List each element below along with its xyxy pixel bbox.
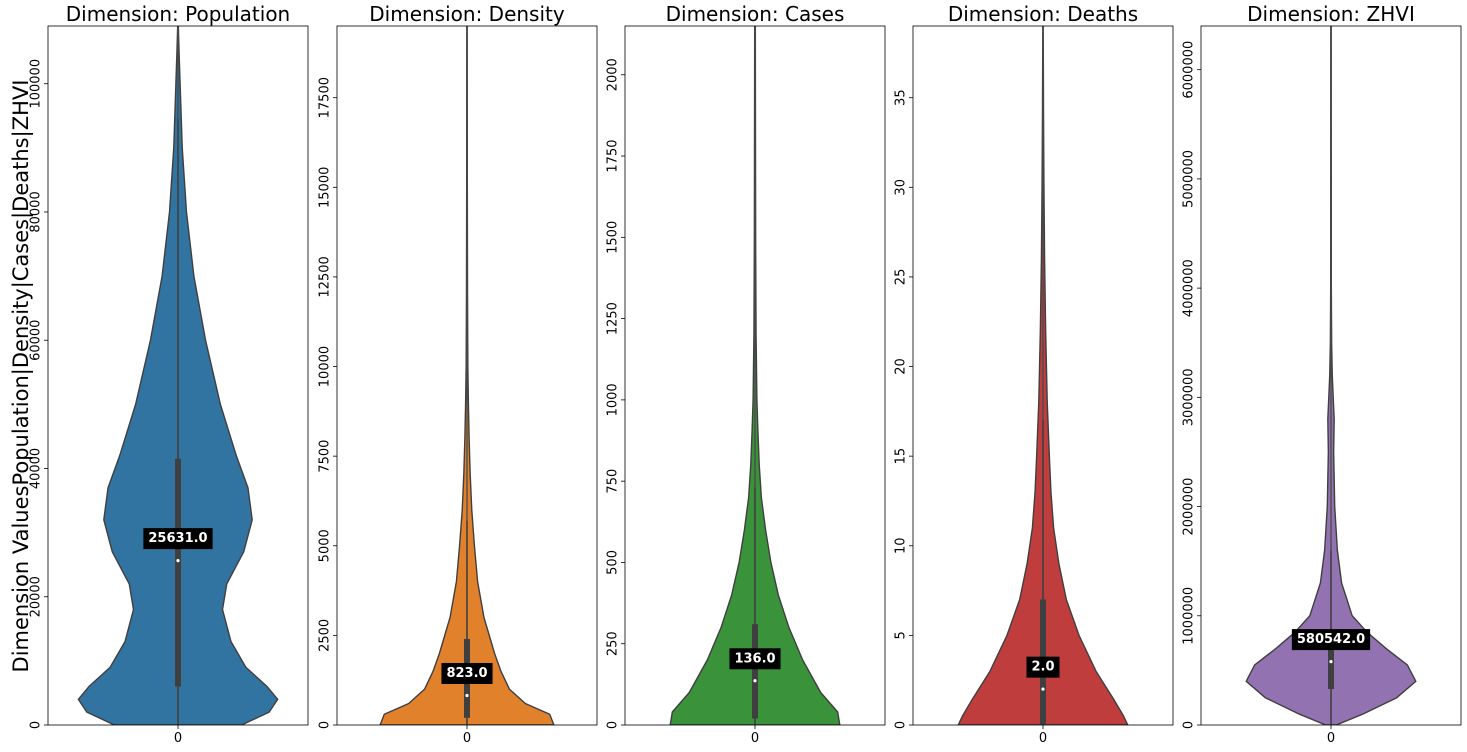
panel-5: 580542.0 0 1000000 2000000 3000000 4000000 500… <box>1182 2 1462 746</box>
x-tick-label: 0 <box>1039 731 1047 746</box>
panel-3: 136.0 0 250 500 750 1000 1250 1500 1750 2000 0 Dime… <box>606 2 886 746</box>
median-label-box <box>143 528 213 550</box>
median-value-label: 136.0 <box>734 651 775 666</box>
panel-title: Dimension: Cases <box>666 2 845 26</box>
y-axis-label: Dimension ValuesPopulation|Density|Cases… <box>9 80 34 673</box>
y-tick-label: 20 <box>894 358 909 375</box>
median-value-label: 580542.0 <box>1297 632 1365 647</box>
y-tick-label: 5000 <box>318 529 333 562</box>
median-value-label: 2.0 <box>1031 660 1054 675</box>
x-tick-label: 0 <box>463 731 471 746</box>
y-tick-label: 3000000 <box>1182 368 1197 426</box>
y-tick-label: 2000 <box>606 58 621 91</box>
panel-title: Dimension: ZHVI <box>1247 2 1415 26</box>
chart-panels: 25631.00200004000060000800001000000Dimen… <box>29 2 1462 746</box>
y-tick-label: 500 <box>606 550 621 575</box>
y-tick-label: 100000 <box>29 59 44 109</box>
median-dot <box>176 559 180 563</box>
median-label-box <box>729 648 781 670</box>
panel-2: 823.0 0 2500 5000 7500 10000 12500 15000 17500 0 D… <box>318 2 598 746</box>
y-tick-label: 30 <box>894 179 909 196</box>
x-tick-label: 0 <box>174 731 182 746</box>
median-value-label: 823.0 <box>446 666 487 681</box>
plot-area <box>1245 26 1417 725</box>
median-label-box <box>1026 656 1060 678</box>
plot-area <box>957 26 1129 725</box>
y-tick-label: 60000 <box>29 320 44 361</box>
plot-area <box>379 26 555 725</box>
panel-title: Dimension: Deaths <box>948 2 1138 26</box>
y-tick-label: 1000 <box>606 383 621 416</box>
plot-area <box>77 26 279 725</box>
iqr-box <box>175 458 181 687</box>
y-tick-label: 1250 <box>606 302 621 335</box>
y-tick-label: 12500 <box>318 256 333 297</box>
y-tick-label: 35 <box>894 89 909 106</box>
y-tick-label: 5000000 <box>1182 150 1197 208</box>
y-tick-label: 10000 <box>318 346 333 387</box>
y-tick-label: 250 <box>606 631 621 656</box>
y-tick-label: 1750 <box>606 139 621 172</box>
y-tick-label: 5 <box>894 631 909 639</box>
median-dot <box>1329 659 1333 664</box>
y-tick-label: 2000000 <box>1182 478 1197 536</box>
y-tick-label: 17500 <box>318 77 333 118</box>
y-tick-label: 10 <box>894 537 909 554</box>
y-tick-label: 25 <box>894 269 909 286</box>
panel-title: Dimension: Population <box>66 2 290 26</box>
y-tick-label: 750 <box>606 469 621 494</box>
y-tick-label: 1500 <box>606 221 621 254</box>
y-tick-label: 0 <box>606 721 621 729</box>
x-tick-label: 0 <box>751 731 759 746</box>
y-tick-label: 4000000 <box>1182 259 1197 317</box>
y-tick-label: 80000 <box>29 191 44 232</box>
y-tick-label: 0 <box>894 721 909 729</box>
x-tick-label: 0 <box>1327 731 1335 746</box>
y-tick-label: 6000000 <box>1182 41 1197 99</box>
plot-area <box>669 26 841 725</box>
median-dot <box>465 693 469 698</box>
y-tick-label: 40000 <box>29 448 44 489</box>
median-label-box <box>441 662 493 684</box>
y-tick-label: 15000 <box>318 167 333 208</box>
iqr-box <box>752 624 758 719</box>
y-tick-label: 2500 <box>318 619 333 652</box>
median-dot <box>1041 687 1045 691</box>
y-tick-label: 7500 <box>318 440 333 473</box>
median-value-label: 25631.0 <box>148 531 207 546</box>
y-tick-label: 1000000 <box>1182 587 1197 645</box>
y-tick-label: 15 <box>894 448 909 465</box>
panel-1: 25631.0 0 20000 40000 60000 80000 100000 0 Dimen… <box>29 2 309 746</box>
y-tick-label: 20000 <box>29 576 44 617</box>
y-tick-label: 0 <box>1182 721 1197 729</box>
median-dot <box>753 679 757 683</box>
y-tick-label: 0 <box>29 721 44 729</box>
panel-title: Dimension: Density <box>369 2 565 26</box>
median-label-box <box>1291 629 1371 651</box>
y-tick-label: 0 <box>318 721 333 729</box>
panel-4: 2.0 0 5 10 15 20 25 30 35 0 Dimension: Deaths <box>894 2 1174 746</box>
